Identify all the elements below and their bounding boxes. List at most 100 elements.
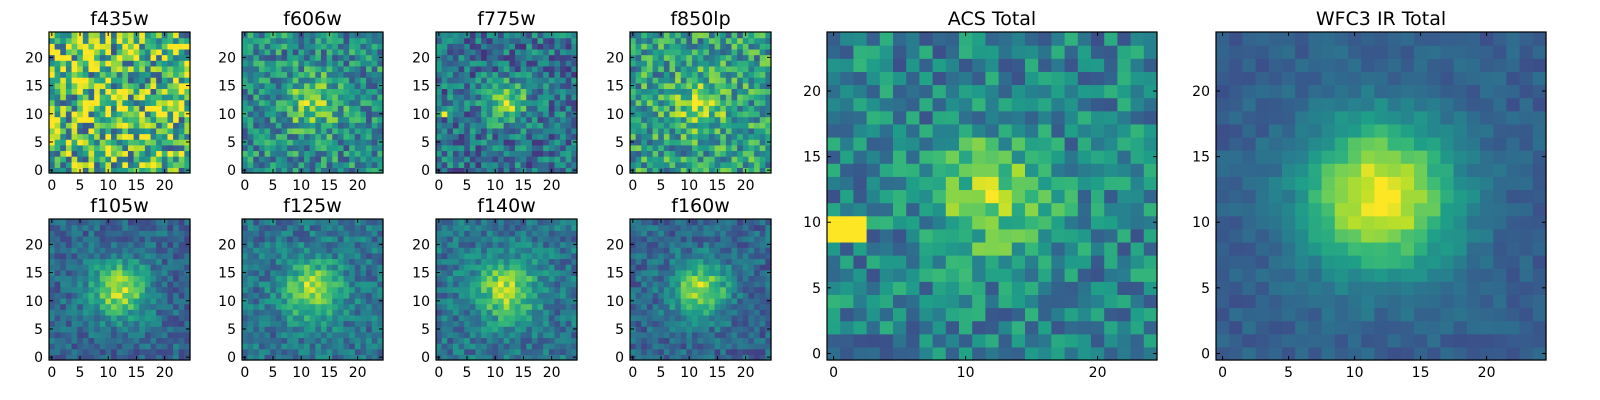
heatmap-cell (498, 48, 505, 56)
heatmap-cell (88, 343, 95, 350)
heatmap-cell (253, 275, 260, 282)
heatmap-cell (509, 88, 516, 95)
heatmap-cell (720, 60, 727, 67)
heatmap-cell (708, 139, 716, 146)
heatmap-cell (509, 247, 516, 254)
heatmap-cell (65, 348, 73, 355)
heatmap-cell (360, 94, 367, 101)
heatmap-cell (94, 32, 101, 39)
heatmap-cell (161, 286, 169, 293)
heatmap-cell (150, 139, 157, 146)
heatmap-cell (571, 94, 578, 101)
heatmap-cell (161, 292, 169, 299)
heatmap-cell (354, 331, 362, 339)
heatmap-cell (486, 297, 493, 305)
heatmap-cell (371, 60, 378, 67)
heatmap-cell (65, 99, 73, 106)
heatmap-cell (498, 167, 505, 174)
heatmap-cell (635, 297, 642, 305)
heatmap-cell (360, 286, 367, 293)
heatmap-cell (287, 43, 294, 50)
heatmap-cell (94, 314, 101, 322)
heatmap-cell (560, 150, 567, 157)
heatmap-cell (82, 343, 90, 350)
heatmap-cell (320, 167, 328, 174)
heatmap-cell (635, 116, 642, 123)
heatmap-cell (242, 314, 249, 322)
heatmap-cell (122, 144, 129, 152)
heatmap-cell (452, 71, 460, 78)
heatmap-cell (77, 343, 84, 350)
heatmap-cell (54, 127, 61, 135)
heatmap-cell (167, 314, 174, 322)
heatmap-cell (343, 54, 350, 61)
heatmap-cell (765, 71, 772, 78)
heatmap-cell (332, 264, 339, 271)
heatmap-cell (82, 337, 90, 344)
heatmap-cell (270, 297, 277, 305)
heatmap-cell (292, 264, 299, 271)
heatmap-cell (167, 105, 174, 112)
heatmap-cell (247, 88, 254, 95)
heatmap-cell (184, 235, 191, 243)
heatmap-cell (156, 230, 163, 237)
heatmap-cell (82, 133, 90, 140)
heatmap-cell (630, 60, 637, 67)
heatmap-cell (111, 331, 118, 339)
heatmap-cell (253, 235, 260, 243)
heatmap-cell (337, 127, 345, 135)
heatmap-cell (326, 286, 333, 293)
heatmap-cell (60, 94, 67, 101)
heatmap-cell (161, 37, 169, 44)
heatmap-cell (287, 252, 294, 260)
heatmap-cell (731, 156, 738, 163)
heatmap-cell (469, 224, 477, 231)
heatmap-cell (697, 167, 704, 174)
heatmap-cell (111, 230, 118, 237)
heatmap-cell (242, 99, 249, 106)
heatmap-cell (360, 116, 367, 123)
heatmap-cell (537, 32, 544, 39)
heatmap-cell (122, 275, 129, 282)
heatmap-cell (759, 82, 766, 89)
heatmap-cell (320, 331, 328, 339)
heatmap-cell (144, 99, 152, 106)
heatmap-cell (646, 348, 654, 355)
heatmap-cell (247, 219, 254, 226)
heatmap-cell (447, 88, 454, 95)
x-tick-label: 10 (292, 365, 310, 381)
heatmap-cell (298, 94, 305, 101)
heatmap-cell (139, 297, 146, 305)
heatmap-cell (258, 264, 266, 271)
heatmap-cell (258, 150, 266, 157)
heatmap-cell (492, 258, 499, 265)
heatmap-cell (309, 32, 316, 39)
heatmap-cell (436, 156, 443, 163)
heatmap-cell (320, 127, 328, 135)
heatmap-cell (565, 105, 572, 112)
heatmap-cell (304, 99, 311, 106)
heatmap-cell (94, 71, 101, 78)
heatmap-cell (441, 110, 448, 118)
heatmap-cell (520, 150, 527, 157)
heatmap-cell (509, 99, 516, 106)
heatmap-cell (65, 258, 73, 265)
heatmap-cell (436, 144, 443, 152)
heatmap-cell (343, 252, 350, 260)
heatmap-cell (144, 139, 152, 146)
heatmap-cell (60, 252, 67, 260)
heatmap-cell (441, 156, 448, 163)
heatmap-cell (554, 235, 561, 243)
heatmap-cell (242, 331, 249, 339)
heatmap-cell (178, 88, 185, 95)
heatmap-cell (669, 43, 676, 50)
heatmap-cell (247, 326, 254, 333)
heatmap-cell (337, 150, 345, 157)
heatmap-cell (537, 99, 544, 106)
heatmap-cell (526, 127, 533, 135)
heatmap-cell (663, 156, 671, 163)
heatmap-cell (184, 144, 191, 152)
heatmap-cell (548, 116, 556, 123)
heatmap-cell (315, 309, 322, 316)
heatmap-cell (366, 82, 373, 89)
